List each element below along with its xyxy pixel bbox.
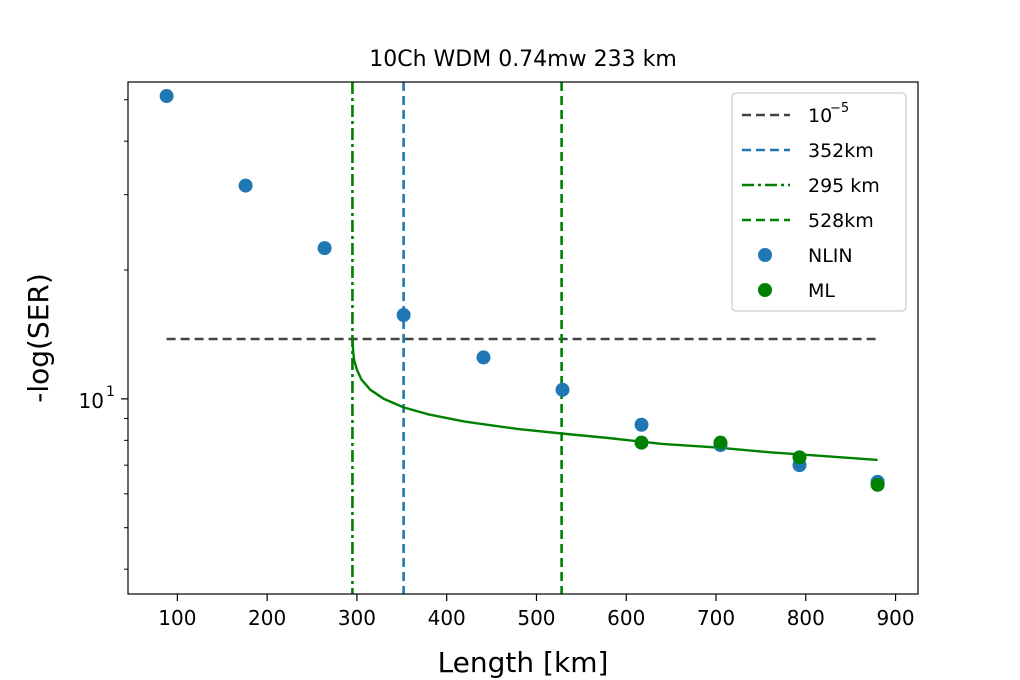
x-tick-label: 400 <box>428 606 466 630</box>
x-tick-label: 800 <box>787 606 825 630</box>
legend-label: 528km <box>808 210 874 232</box>
x-tick-label: 300 <box>338 606 376 630</box>
point-ml <box>870 477 885 492</box>
point-nlin <box>476 350 491 365</box>
point-nlin <box>159 89 174 104</box>
point-ml <box>792 450 807 465</box>
legend-label: ML <box>808 280 835 302</box>
x-tick-label: 500 <box>517 606 555 630</box>
point-ml <box>713 435 728 450</box>
x-tick-label: 600 <box>607 606 645 630</box>
point-nlin <box>317 241 332 256</box>
legend-box <box>731 92 907 312</box>
point-nlin <box>396 308 411 323</box>
x-axis-label: Length [km] <box>438 646 609 679</box>
point-nlin <box>555 382 570 397</box>
y-axis-label: -log(SER) <box>22 273 55 403</box>
x-tick-label: 100 <box>158 606 196 630</box>
legend-label: 352km <box>808 140 874 162</box>
legend-label-exponent: −5 <box>830 101 849 116</box>
point-ml <box>634 435 649 450</box>
x-tick-label: 900 <box>876 606 914 630</box>
chart-title: 10Ch WDM 0.74mw 233 km <box>369 47 677 72</box>
legend-marker-ml <box>758 283 772 297</box>
x-tick-label: 200 <box>248 606 286 630</box>
x-tick-label: 700 <box>697 606 735 630</box>
legend-label: NLIN <box>808 245 853 267</box>
legend-label: 10 <box>808 105 832 127</box>
legend-marker-nlin <box>758 248 772 262</box>
point-nlin <box>634 417 649 432</box>
point-nlin <box>238 178 253 193</box>
chart-marks <box>159 82 885 594</box>
plot-frame <box>127 81 919 595</box>
y-tick-label: 10 <box>79 389 104 413</box>
legend-label: 295 km <box>808 175 880 197</box>
ml-fit-curve <box>351 338 878 462</box>
y-tick-exponent: 1 <box>106 384 115 400</box>
legend: 10−5 352km 295 km 528km NLIN ML <box>731 92 907 312</box>
